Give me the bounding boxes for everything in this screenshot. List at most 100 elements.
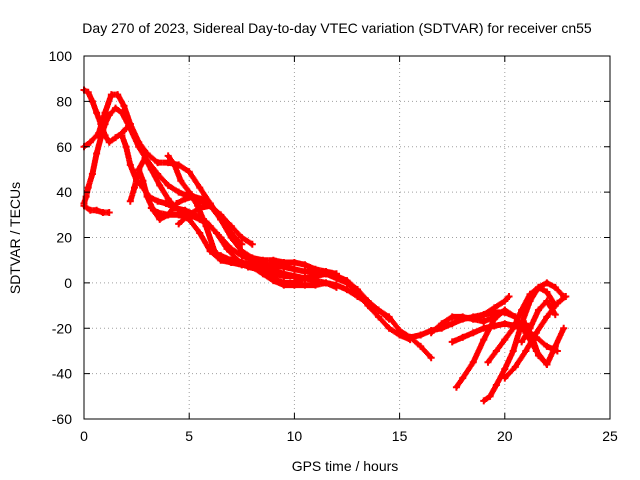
data-point: [196, 229, 204, 237]
series-markers: [81, 91, 339, 290]
data-point: [196, 184, 204, 192]
data-point: [280, 272, 288, 280]
data-point: [198, 195, 206, 203]
y-tick-label: 20: [56, 230, 72, 246]
x-tick-label: 10: [287, 428, 303, 444]
data-point: [543, 288, 551, 296]
data-point: [551, 311, 559, 319]
x-tick-label: 0: [80, 428, 88, 444]
data-point: [553, 299, 561, 307]
data-point: [490, 304, 498, 312]
data-point: [427, 329, 435, 337]
x-tick-label: 25: [602, 428, 618, 444]
data-point: [238, 258, 246, 266]
data-point: [396, 331, 404, 339]
x-tick-label: 15: [392, 428, 408, 444]
data-point: [322, 270, 330, 278]
data-point: [490, 315, 498, 323]
data-point: [301, 268, 309, 276]
data-point: [175, 211, 183, 219]
data-point: [217, 211, 225, 219]
data-point: [126, 125, 134, 133]
data-point: [448, 338, 456, 346]
y-tick-label: 60: [56, 139, 72, 155]
data-point: [486, 392, 494, 400]
data-point: [227, 256, 235, 264]
y-tick-label: 100: [49, 48, 73, 64]
data-point: [311, 272, 319, 280]
data-point: [492, 347, 500, 355]
data-point: [290, 258, 298, 266]
data-point: [84, 88, 92, 96]
data-point: [354, 286, 362, 294]
data-point: [480, 397, 488, 405]
data-point: [522, 347, 530, 355]
data-point: [84, 184, 92, 192]
data-point: [332, 272, 340, 280]
data-point: [543, 313, 551, 321]
y-tick-label: -40: [52, 366, 72, 382]
data-point: [118, 109, 126, 117]
data-point: [135, 165, 143, 173]
data-point: [480, 317, 488, 325]
data-point: [101, 109, 109, 117]
data-point: [105, 209, 113, 217]
data-point: [480, 324, 488, 332]
data-point: [118, 131, 126, 139]
data-point: [259, 265, 267, 273]
data-point: [417, 342, 425, 350]
data-point: [522, 320, 530, 328]
data-point: [248, 240, 256, 248]
data-point: [156, 215, 164, 223]
data-point: [112, 134, 120, 142]
series-arc9: [164, 152, 414, 344]
data-point: [154, 209, 162, 217]
data-point: [469, 358, 477, 366]
series-markers: [165, 152, 412, 342]
data-point: [170, 161, 178, 169]
data-point: [332, 281, 340, 289]
data-point: [343, 286, 351, 294]
data-point: [385, 324, 393, 332]
data-point: [97, 134, 105, 142]
data-point: [501, 336, 509, 344]
data-point: [141, 154, 149, 162]
data-point: [202, 222, 210, 230]
series-arc20: [522, 320, 568, 369]
data-point: [501, 306, 509, 314]
axis-ticks: 0 5 10 15 20 25 -60 -40 -20 0 20 40 60 80 100: [49, 48, 618, 444]
data-point: [480, 311, 488, 319]
series-arc4: [80, 202, 113, 217]
y-tick-label: 80: [56, 93, 72, 109]
data-point: [511, 363, 519, 371]
data-point: [164, 211, 172, 219]
series-arc10: [175, 202, 256, 248]
data-point: [562, 292, 570, 300]
y-tick-label: -20: [52, 320, 72, 336]
data-point: [238, 247, 246, 255]
data-point: [248, 261, 256, 269]
data-point: [156, 181, 164, 189]
data-point: [301, 281, 309, 289]
data-point: [112, 104, 120, 112]
data-point: [501, 297, 509, 305]
data-point: [196, 204, 204, 212]
data-point: [181, 195, 189, 203]
y-tick-label: -60: [52, 411, 72, 427]
data-point: [469, 329, 477, 337]
data-point: [147, 165, 155, 173]
data-point: [93, 109, 101, 117]
data-point: [162, 199, 170, 207]
data-series: [80, 86, 570, 405]
data-point: [448, 313, 456, 321]
data-point: [526, 324, 534, 332]
data-point: [427, 354, 435, 362]
data-point: [438, 320, 446, 328]
data-point: [126, 161, 134, 169]
data-point: [509, 347, 517, 355]
data-point: [459, 333, 467, 341]
data-point: [269, 270, 277, 278]
data-point: [551, 342, 559, 350]
data-point: [164, 195, 172, 203]
data-point: [560, 324, 568, 332]
